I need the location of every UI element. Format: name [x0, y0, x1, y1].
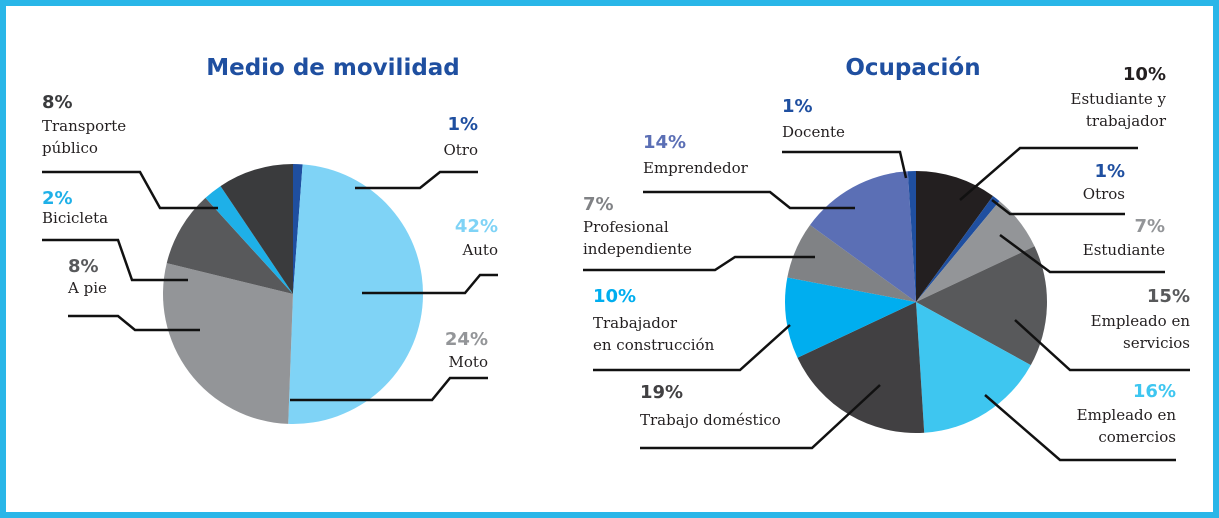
pie-slice: [797, 302, 925, 434]
pie-slice: [288, 164, 424, 425]
value-label: 1%: [782, 96, 813, 117]
leader-line: [959, 146, 1138, 201]
pie-slice: [916, 302, 1031, 433]
pie-slice: [916, 246, 1047, 366]
pie-slice: [166, 197, 293, 294]
slice-label: Docente: [782, 123, 845, 141]
slice-label: Profesional independiente: [583, 218, 692, 258]
slice-label: Transporte público: [42, 117, 126, 157]
value-label: 8%: [68, 256, 99, 277]
leader-line: [362, 273, 498, 295]
leader-line: [583, 255, 815, 272]
leader-line: [643, 190, 855, 210]
value-label: 10%: [1123, 64, 1166, 85]
slice-label: Empleado en servicios: [1091, 312, 1191, 352]
slice-label: Otro: [443, 141, 478, 159]
slice-label: Trabajo doméstico: [640, 411, 781, 429]
leader-line: [991, 199, 1125, 216]
leader-line: [42, 170, 218, 210]
value-label: 14%: [643, 132, 686, 153]
leader-line: [42, 238, 188, 282]
slice-label: Otros: [1083, 185, 1125, 203]
chart-title: Ocupación: [845, 55, 980, 81]
value-label: 1%: [1094, 161, 1125, 182]
value-label: 10%: [593, 286, 636, 307]
value-label: 15%: [1147, 286, 1190, 307]
leader-line: [593, 324, 791, 372]
slice-label: Empleado en comercios: [1077, 406, 1177, 446]
value-label: 19%: [640, 382, 683, 403]
slice-label: Emprendedor: [643, 159, 749, 177]
pie-slice: [916, 171, 993, 302]
pie-slice: [907, 171, 916, 302]
slice-label: Trabajador en construcción: [593, 314, 715, 354]
leader-line: [1014, 319, 1190, 372]
value-label: 2%: [42, 188, 73, 209]
leader-line: [355, 170, 478, 190]
pie-slice: [810, 171, 916, 302]
value-label: 42%: [455, 216, 498, 237]
slice-label: Estudiante y trabajador: [1071, 90, 1167, 130]
value-label: 1%: [447, 114, 478, 135]
value-label: 8%: [42, 92, 73, 113]
pie-slice: [220, 164, 293, 294]
slice-label: Bicicleta: [42, 209, 108, 227]
leader-line: [68, 314, 200, 332]
pie-slice: [784, 277, 916, 358]
leader-line: [290, 376, 488, 402]
leader-line: [984, 394, 1176, 462]
pie-slice: [162, 263, 293, 424]
leader-line: [782, 150, 908, 179]
pie-slice: [916, 201, 1035, 302]
pie-slice: [205, 186, 293, 294]
value-label: 16%: [1133, 381, 1176, 402]
leader-line: [999, 233, 1165, 274]
chart-title: Medio de movilidad: [206, 55, 460, 81]
slice-label: Moto: [449, 353, 488, 371]
slice-label: A pie: [67, 279, 107, 297]
value-label: 7%: [1134, 216, 1165, 237]
leader-line: [640, 384, 881, 450]
value-label: 7%: [583, 194, 614, 215]
pie-slice: [787, 225, 916, 302]
value-label: 24%: [445, 329, 488, 350]
pie-slice: [293, 164, 303, 294]
slice-label: Estudiante: [1083, 241, 1165, 259]
slice-label: Auto: [461, 241, 498, 259]
pie-slice: [916, 196, 1000, 302]
